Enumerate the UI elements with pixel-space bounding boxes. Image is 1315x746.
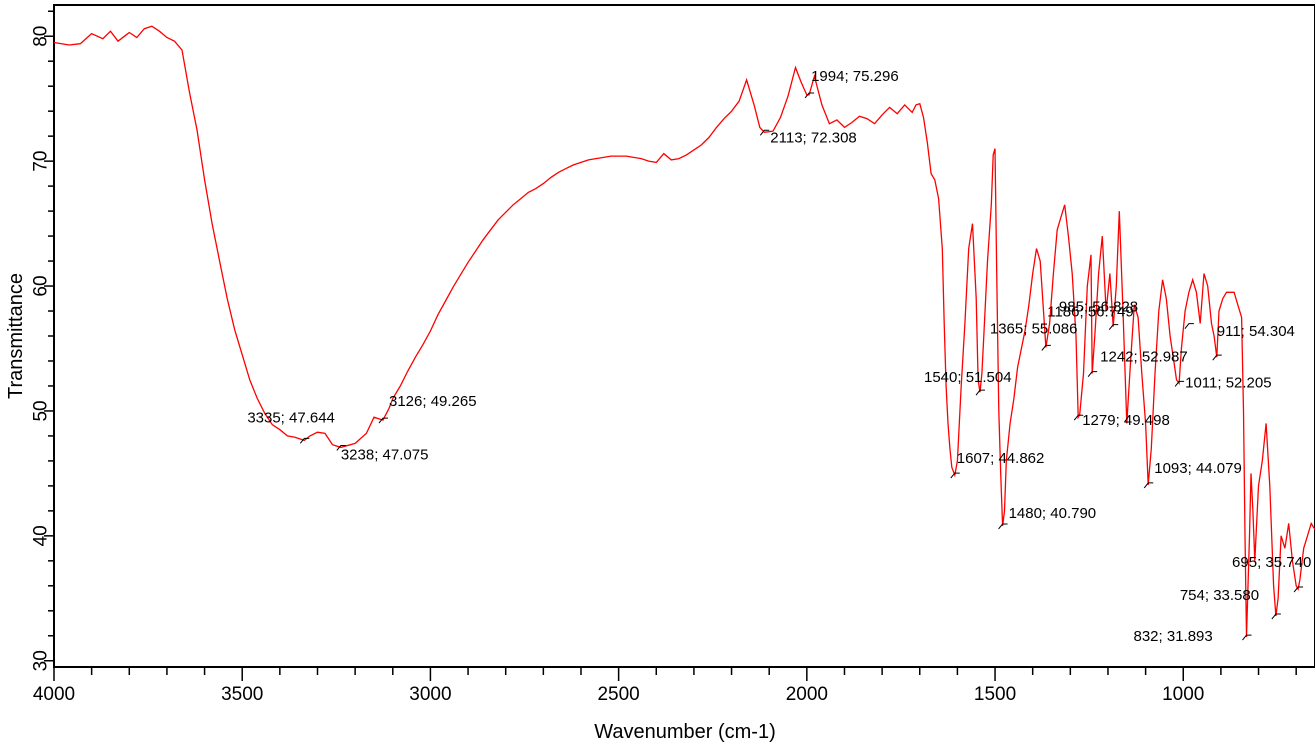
- peak-label: 754; 33.580: [1180, 587, 1259, 604]
- peak-marker: [975, 389, 985, 396]
- x-tick-label: 3000: [409, 684, 451, 705]
- peak-annotation: 3335; 47.644: [247, 409, 335, 444]
- peak-annotation: 1242; 52.987: [1087, 349, 1188, 377]
- peak-label: 3238; 47.075: [341, 446, 429, 463]
- peak-label: 1011; 52.205: [1185, 374, 1271, 391]
- peak-annotation: 1540; 51.504: [924, 369, 1012, 396]
- peak-marker: [1293, 586, 1304, 593]
- y-tick-label: 60: [31, 275, 52, 296]
- x-tick-label: 1500: [974, 684, 1016, 705]
- peak-marker: [998, 523, 1008, 530]
- peak-marker: [1174, 380, 1185, 387]
- peak-annotation: 832; 31.893: [1133, 628, 1252, 645]
- x-tick-label: 2500: [597, 684, 639, 705]
- peak-marker: [336, 444, 346, 451]
- peak-marker: [759, 129, 770, 136]
- peak-label: 1994; 75.296: [811, 68, 899, 85]
- peak-label: 1093; 44.079: [1154, 460, 1242, 477]
- peak-label: 3335; 47.644: [247, 409, 335, 426]
- peak-marker: [378, 417, 388, 424]
- peak-annotation: 3126; 49.265: [378, 393, 477, 424]
- x-tick-label: 4000: [33, 684, 75, 705]
- peak-label: 695; 35.740: [1232, 554, 1311, 571]
- y-tick-label: 80: [31, 26, 52, 47]
- peak-annotation: 911; 54.304: [1212, 323, 1295, 361]
- x-tick-label: 1000: [1162, 684, 1204, 705]
- peak-annotation: 1365; 55.086: [990, 320, 1078, 351]
- peak-marker: [299, 437, 310, 444]
- peak-label: 1242; 52.987: [1100, 349, 1188, 366]
- peak-annotation: 2113; 72.308: [759, 129, 857, 146]
- peak-label: 1480; 40.790: [1009, 505, 1097, 522]
- peak-marker: [1271, 613, 1281, 620]
- peak-marker: [1212, 354, 1222, 361]
- peak-marker: [950, 472, 960, 479]
- x-tick-label: 2000: [786, 684, 828, 705]
- spectrum-line: [53, 25, 1315, 638]
- peak-annotation: 985; 56.828: [1059, 299, 1194, 329]
- peak-marker: [1073, 414, 1084, 421]
- peak-annotation: 754; 33.580: [1180, 587, 1281, 620]
- peak-label: 2113; 72.308: [770, 129, 856, 146]
- peak-label: 911; 54.304: [1217, 323, 1295, 340]
- x-axis: 4000 3500 3000 2500 2000 1500 1000: [33, 667, 1297, 705]
- y-tick-label: 50: [31, 400, 52, 421]
- peak-annotation: 1607; 44.862: [950, 450, 1045, 479]
- peak-label: 832; 31.893: [1133, 628, 1212, 645]
- peak-marker: [1041, 344, 1051, 351]
- peak-label: 985; 56.828: [1059, 299, 1138, 316]
- peak-marker: [1108, 324, 1119, 330]
- peak-annotation: 1994; 75.296: [804, 68, 899, 99]
- peak-annotation: 1011; 52.205: [1174, 374, 1272, 391]
- y-tick-label: 30: [31, 650, 52, 671]
- peak-annotation: 1186; 56.749: [1047, 304, 1134, 330]
- x-axis-title: Wavenumber (cm-1): [594, 721, 776, 743]
- plot-frame: [53, 4, 1315, 668]
- peak-label: 1186; 56.749: [1047, 304, 1133, 321]
- y-axis: 30 40 50 60 70 80: [31, 10, 54, 671]
- peak-label: 1365; 55.086: [990, 320, 1078, 337]
- peak-label: 3126; 49.265: [389, 393, 477, 410]
- peak-annotation: 1093; 44.079: [1143, 460, 1242, 489]
- peak-marker: [1143, 482, 1154, 489]
- peak-label: 1279; 49.498: [1082, 412, 1170, 429]
- peak-marker: [1184, 323, 1194, 329]
- peak-marker: [1242, 634, 1252, 641]
- peak-label: 1607; 44.862: [957, 450, 1045, 467]
- peak-label: 1540; 51.504: [924, 369, 1012, 386]
- peak-marker: [804, 92, 815, 99]
- peak-annotation: 695; 35.740: [1232, 554, 1311, 593]
- x-tick-label: 3500: [221, 684, 263, 705]
- peak-annotation: 3238; 47.075: [336, 444, 429, 463]
- y-tick-label: 40: [31, 525, 52, 546]
- peak-annotations: 3335; 47.644 3238; 47.075 3126; 49.265 2113…: [247, 68, 1311, 645]
- peak-annotation: 1279; 49.498: [1073, 412, 1170, 429]
- y-axis-title: Transmittance: [5, 273, 27, 399]
- peak-annotation: 1480; 40.790: [998, 505, 1097, 530]
- y-tick-label: 70: [31, 151, 52, 172]
- peak-marker: [1087, 371, 1098, 377]
